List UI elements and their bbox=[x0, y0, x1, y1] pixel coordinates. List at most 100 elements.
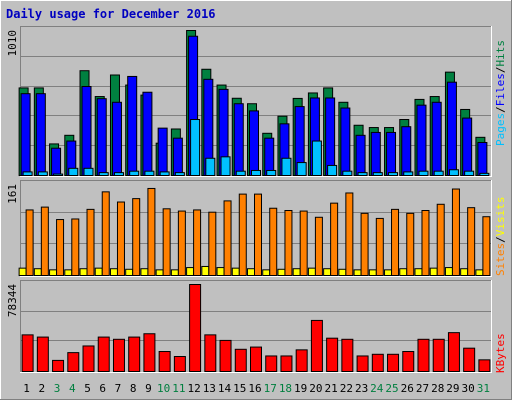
y-max-label: 78344 bbox=[6, 284, 19, 317]
bar-sites bbox=[314, 216, 323, 276]
legend-entry: Hits bbox=[494, 40, 507, 67]
bar-pages bbox=[403, 171, 414, 176]
bar-kbytes bbox=[173, 356, 186, 372]
bar-sites bbox=[116, 201, 125, 277]
bar-kbytes bbox=[67, 352, 80, 373]
bar-files bbox=[431, 101, 442, 176]
bar-files bbox=[386, 131, 397, 176]
bar-pages bbox=[311, 140, 322, 176]
bar-pages bbox=[388, 172, 399, 176]
bar-files bbox=[157, 127, 168, 176]
bar-pages bbox=[159, 171, 170, 176]
bar-files bbox=[446, 81, 457, 176]
bar-sites bbox=[330, 202, 339, 276]
bar-files bbox=[20, 93, 31, 176]
bar-sites bbox=[391, 208, 400, 276]
y-max-label: 161 bbox=[6, 184, 19, 204]
bar-files bbox=[477, 141, 488, 176]
bar-pages bbox=[98, 172, 109, 176]
bar-pages bbox=[220, 156, 231, 177]
bar-visits bbox=[475, 269, 484, 277]
x-tick-label: 20 bbox=[309, 382, 322, 395]
bar-files bbox=[462, 117, 473, 176]
bar-files bbox=[416, 104, 427, 176]
bar-sites bbox=[56, 219, 65, 276]
bar-visits bbox=[323, 268, 332, 276]
x-tick-label: 30 bbox=[462, 382, 475, 395]
bar-pages bbox=[190, 119, 201, 177]
bar-pages bbox=[418, 170, 429, 176]
bar-kbytes bbox=[447, 332, 460, 373]
bar-visits bbox=[201, 265, 210, 276]
bar-files bbox=[127, 75, 138, 176]
x-tick-label: 6 bbox=[99, 382, 106, 395]
x-tick-label: 16 bbox=[248, 382, 261, 395]
legend-entry: / bbox=[494, 236, 507, 243]
x-tick-label: 10 bbox=[157, 382, 170, 395]
x-tick-label: 3 bbox=[54, 382, 61, 395]
x-tick-label: 24 bbox=[370, 382, 384, 395]
chart-title: Daily usage for December 2016 bbox=[6, 7, 216, 21]
bar-sites bbox=[482, 216, 491, 276]
bar-visits bbox=[216, 267, 225, 276]
bar-kbytes bbox=[250, 346, 262, 372]
bar-sites bbox=[101, 191, 110, 276]
bar-visits bbox=[460, 268, 469, 276]
x-tick-label: 9 bbox=[145, 382, 152, 395]
bar-files bbox=[35, 93, 46, 176]
bar-sites bbox=[208, 211, 217, 276]
y-max-labels: 1010 161 78344 bbox=[6, 30, 19, 317]
legend-entry: Sites bbox=[494, 243, 507, 276]
bar-kbytes bbox=[112, 338, 125, 372]
bar-kbytes bbox=[219, 339, 232, 373]
bar-visits bbox=[444, 267, 453, 276]
bar-visits bbox=[125, 268, 134, 277]
bar-pages bbox=[327, 164, 338, 177]
bar-kbytes bbox=[204, 334, 217, 372]
bar-sites bbox=[299, 210, 308, 276]
bar-kbytes bbox=[417, 338, 430, 372]
bar-files bbox=[233, 103, 244, 176]
bar-kbytes bbox=[295, 349, 308, 372]
bar-visits bbox=[18, 267, 27, 276]
x-tick-label: 28 bbox=[431, 382, 444, 395]
bar-visits bbox=[247, 268, 255, 276]
x-tick-label: 18 bbox=[279, 382, 292, 395]
bar-pages bbox=[53, 173, 64, 177]
bar-sites bbox=[451, 188, 460, 277]
legend-kbytes: KBytes bbox=[494, 333, 507, 373]
x-tick-label: 29 bbox=[446, 382, 459, 395]
bar-sites bbox=[86, 208, 95, 276]
x-tick-label: 21 bbox=[325, 382, 338, 395]
bar-kbytes bbox=[402, 351, 415, 372]
bar-visits bbox=[262, 269, 271, 277]
bar-kbytes bbox=[158, 351, 171, 372]
bar-visits bbox=[170, 269, 179, 277]
bar-sites bbox=[421, 210, 430, 276]
bar-pages bbox=[174, 172, 185, 176]
bar-visits bbox=[49, 269, 58, 277]
bar-pages bbox=[357, 172, 368, 176]
bar-kbytes bbox=[52, 359, 65, 373]
x-tick-label: 23 bbox=[355, 382, 368, 395]
bar-visits bbox=[414, 268, 423, 276]
bar-kbytes bbox=[82, 345, 95, 373]
bar-visits bbox=[277, 268, 286, 277]
legend-hits-files-pages-text: Pages/Files/Hits bbox=[494, 40, 507, 146]
bar-pages bbox=[479, 172, 490, 176]
bar-pages bbox=[235, 170, 246, 176]
bar-pages bbox=[296, 162, 307, 176]
x-tick-label: 26 bbox=[401, 382, 414, 395]
bar-sites bbox=[375, 217, 384, 276]
x-tick-label: 1 bbox=[23, 382, 30, 395]
bar-pages bbox=[129, 170, 140, 176]
bar-visits bbox=[94, 267, 103, 276]
bar-pages bbox=[144, 170, 155, 176]
bar-kbytes bbox=[463, 347, 476, 373]
bar-kbytes bbox=[341, 338, 354, 372]
legend-sites-visits: Sites/Visits bbox=[494, 197, 507, 277]
bar-sites bbox=[223, 200, 232, 277]
bar-files bbox=[172, 137, 183, 176]
x-tick-label: 11 bbox=[172, 382, 185, 395]
bar-files bbox=[249, 110, 259, 176]
